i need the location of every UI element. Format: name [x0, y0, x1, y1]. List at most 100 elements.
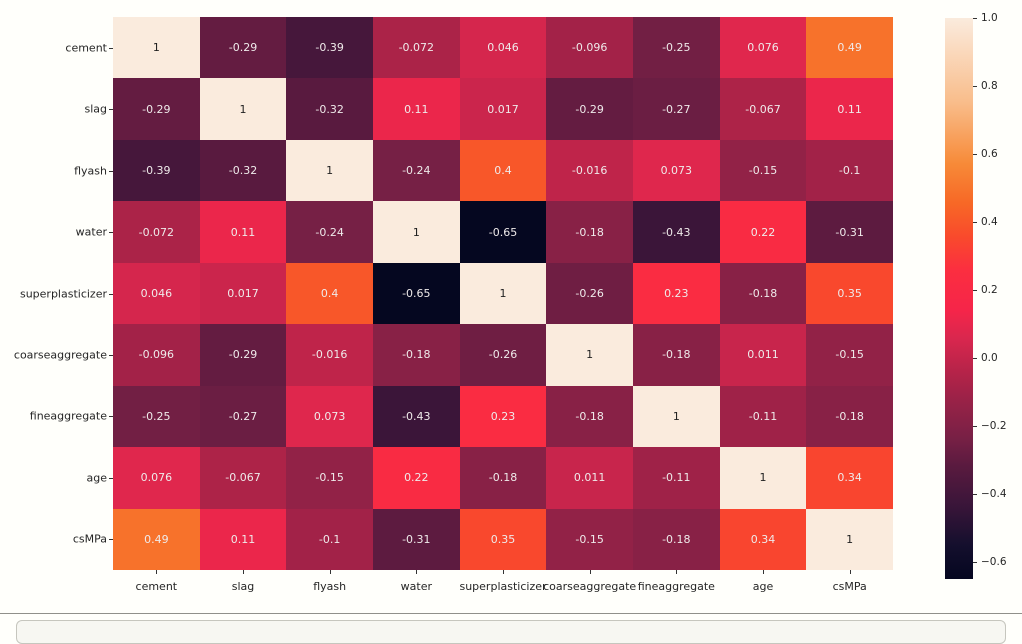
heatmap-cell: -0.15 — [719, 139, 807, 202]
heatmap-cell: -0.18 — [632, 324, 720, 386]
heatmap-cell: -0.016 — [546, 139, 633, 202]
heatmap-cell: -0.43 — [372, 385, 460, 448]
row-label-cement: cement — [65, 41, 107, 55]
heatmap-cell: -0.18 — [632, 508, 720, 570]
y-tick-mark — [109, 232, 113, 234]
y-tick-mark — [109, 293, 113, 295]
heatmap-cell: 0.35 — [459, 508, 547, 570]
heatmap-cell: -0.24 — [286, 201, 373, 263]
col-label-coarseaggregate: coarseaggregate — [543, 580, 637, 593]
x-tick-mark — [763, 570, 764, 574]
y-tick-mark — [109, 170, 113, 172]
heatmap-cell: 0.22 — [372, 447, 460, 509]
heatmap-cell: -0.31 — [372, 508, 460, 570]
heatmap-cell: -0.18 — [546, 385, 633, 448]
heatmap-cell: -0.18 — [546, 201, 633, 263]
heatmap-cell: 0.073 — [632, 139, 720, 202]
colorbar-tick-label: −0.6 — [981, 556, 1007, 568]
heatmap-cell: 0.22 — [719, 201, 807, 263]
heatmap-cell: 0.11 — [199, 508, 287, 570]
col-label-fineaggregate: fineaggregate — [637, 580, 715, 593]
heatmap-cell: -0.11 — [632, 447, 720, 509]
heatmap-cell: -0.29 — [113, 78, 200, 140]
colorbar-tick-mark — [973, 154, 977, 155]
col-label-water: water — [400, 580, 432, 593]
heatmap-cell: -0.25 — [113, 385, 200, 448]
heatmap-cell: 0.11 — [372, 78, 460, 140]
heatmap-cell: 0.11 — [199, 201, 287, 263]
heatmap-cell: -0.11 — [719, 385, 807, 448]
x-tick-mark — [329, 570, 331, 574]
heatmap-cell: 0.4 — [286, 262, 373, 325]
colorbar-tick-label: 0.8 — [981, 80, 998, 92]
heatmap-cell: -0.15 — [546, 508, 633, 570]
heatmap-cell: -0.18 — [719, 262, 807, 325]
colorbar-tick-mark — [973, 426, 977, 427]
heatmap-cell: 0.11 — [806, 78, 893, 140]
row-label-csmpa: csMPa — [72, 532, 107, 546]
heatmap-cell: 0.046 — [459, 17, 547, 79]
heatmap-cell: -0.072 — [372, 17, 460, 79]
heatmap-cell: -0.096 — [113, 324, 200, 386]
heatmap-cell: 1 — [719, 447, 807, 509]
y-tick-mark — [109, 109, 113, 111]
colorbar-tick-label: 0.6 — [981, 148, 998, 160]
col-label-age: age — [752, 580, 774, 593]
x-tick-mark — [243, 570, 244, 574]
row-label-age: age — [86, 471, 108, 485]
row-label-flyash: flyash — [74, 164, 107, 178]
heatmap-cell: -0.18 — [806, 385, 893, 448]
heatmap-cell: -0.39 — [113, 139, 200, 202]
col-label-csmpa: csMPa — [832, 580, 867, 593]
colorbar-tick-mark — [973, 290, 977, 291]
heatmap-cell: 0.34 — [719, 508, 807, 570]
colorbar-tick-mark — [973, 562, 977, 563]
row-label-superplasticizer: superplasticizer — [19, 287, 107, 300]
heatmap-cell: -0.067 — [719, 78, 807, 140]
heatmap-cell: -0.31 — [806, 201, 893, 263]
heatmap-cell: -0.15 — [806, 324, 893, 386]
heatmap-cell: 1 — [459, 262, 547, 325]
heatmap-cell: 0.49 — [113, 508, 200, 570]
notebook-next-cell-input[interactable] — [16, 620, 1006, 644]
heatmap-cell: -0.32 — [199, 139, 287, 202]
heatmap-cell: -0.15 — [286, 447, 373, 509]
heatmap-cell: 0.35 — [806, 262, 893, 325]
heatmap-plot: 1 -0.29 -0.39 -0.072 0.046 -0.096 -0.25 0.076 0.… — [113, 17, 893, 570]
heatmap-cell: 0.23 — [632, 262, 720, 325]
heatmap-cell: 0.017 — [199, 262, 287, 325]
heatmap-cell: -0.26 — [459, 324, 547, 386]
colorbar-tick-label: 0.4 — [981, 216, 998, 228]
colorbar-tick-label: 1.0 — [981, 12, 998, 24]
colorbar-tick-mark — [973, 86, 977, 87]
x-tick-mark — [503, 570, 504, 574]
row-label-fineaggregate: fineaggregate — [29, 409, 107, 423]
heatmap-cell: -0.65 — [372, 262, 460, 325]
heatmap-cell: 1 — [113, 17, 200, 79]
colorbar-tick-mark — [973, 18, 977, 19]
heatmap-cell: -0.27 — [632, 78, 720, 140]
heatmap-cell: -0.1 — [806, 139, 893, 202]
heatmap-cell: -0.29 — [199, 324, 287, 386]
heatmap-cell: 1 — [806, 508, 893, 570]
colorbar-tick-mark — [973, 494, 977, 495]
heatmap-cell: 0.4 — [459, 139, 547, 202]
colorbar-tick-label: −0.2 — [981, 420, 1007, 432]
heatmap-cell: -0.072 — [113, 201, 200, 263]
heatmap-cell: 0.073 — [286, 385, 373, 448]
heatmap-cell: 1 — [632, 385, 720, 448]
y-tick-mark — [109, 354, 113, 356]
col-label-slag: slag — [231, 580, 255, 593]
colorbar-tick-mark — [973, 222, 977, 223]
heatmap-cell: 1 — [286, 139, 373, 202]
y-tick-mark — [109, 477, 113, 479]
heatmap-cell: -0.25 — [632, 17, 720, 79]
heatmap-cell: -0.65 — [459, 201, 547, 263]
colorbar-tick-mark — [973, 358, 977, 359]
row-label-coarseaggregate: coarseaggregate — [13, 348, 107, 362]
y-tick-mark — [109, 47, 113, 49]
heatmap-cell: -0.016 — [286, 324, 373, 386]
x-tick-mark — [676, 570, 678, 574]
x-tick-mark — [589, 570, 591, 574]
heatmap-cell: 1 — [546, 324, 633, 386]
